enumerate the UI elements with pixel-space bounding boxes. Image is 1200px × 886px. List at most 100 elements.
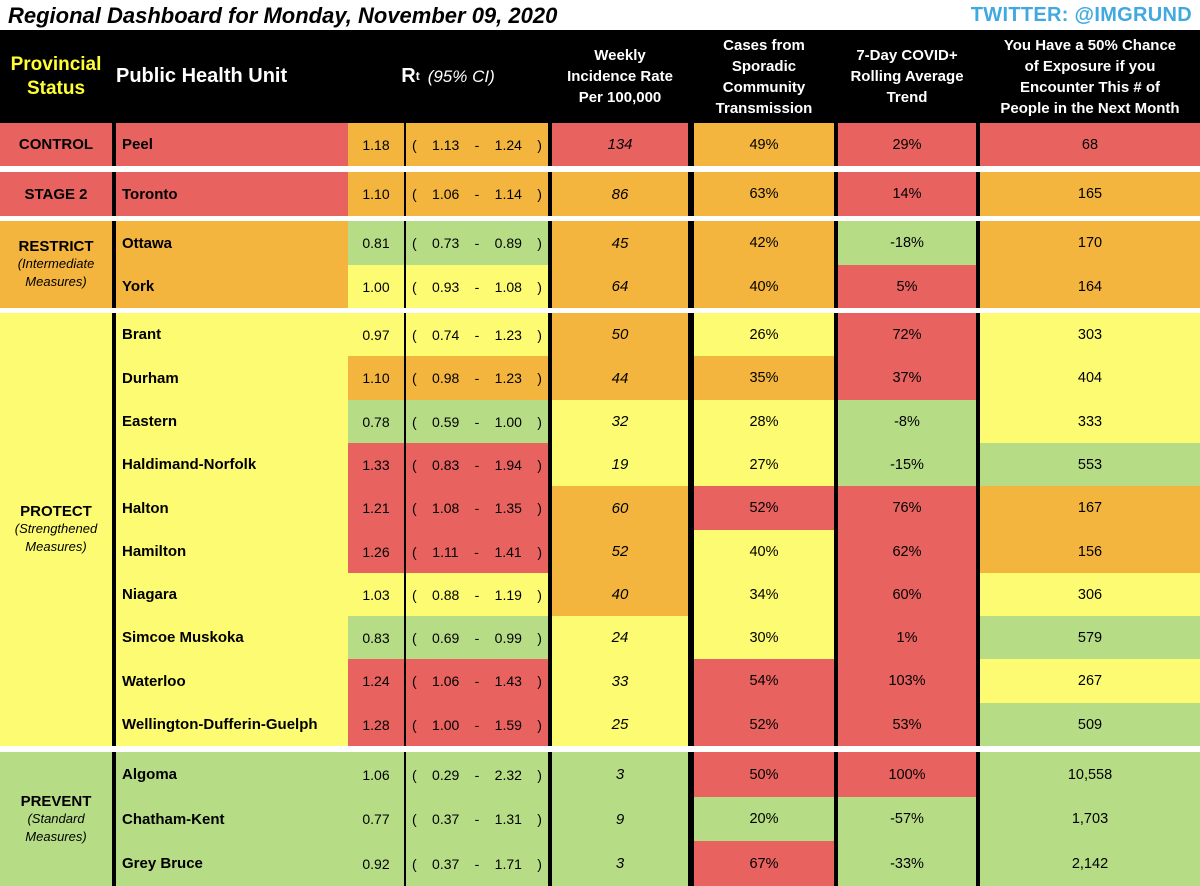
header-trend-line: Trend: [886, 89, 928, 106]
trend-cell: -8%: [838, 400, 976, 443]
ci-lower: 0.29: [432, 766, 460, 783]
ci-close-paren: ): [537, 629, 542, 646]
incidence-cell: 9: [552, 797, 688, 841]
exposure-value: 1,703: [1071, 811, 1109, 827]
ci-dash: -: [474, 855, 480, 872]
ci-upper: 1.23: [494, 326, 522, 343]
exposure-cell: 303: [980, 313, 1200, 356]
exposure-value: 164: [1077, 278, 1103, 295]
incidence-cell: 40: [552, 573, 688, 616]
ci-lower: 0.73: [432, 235, 460, 251]
incidence-cell: 33: [552, 659, 688, 703]
ci-lower: 0.88: [432, 586, 460, 603]
phu-name: Durham: [122, 369, 179, 387]
exposure-value: 2,142: [1071, 855, 1109, 872]
phu-name-cell: Waterloo: [116, 659, 348, 703]
sporadic-value: 49%: [749, 136, 779, 153]
incidence-value: 60: [611, 499, 629, 517]
sporadic-value: 40%: [749, 278, 779, 295]
exposure-cell: 68: [980, 123, 1200, 166]
sporadic-cell: 54%: [694, 659, 834, 703]
ci-dash: -: [474, 456, 480, 473]
trend-value: 60%: [892, 586, 922, 603]
sporadic-value: 40%: [749, 543, 779, 560]
header-sporadic-line: Cases from: [723, 36, 805, 54]
trend-value: -33%: [890, 855, 924, 872]
ci-close-paren: ): [537, 716, 542, 733]
ci-close-paren: ): [537, 370, 542, 386]
ci-lower: 1.06: [432, 186, 460, 202]
incidence-value: 86: [611, 185, 629, 203]
exposure-cell: 579: [980, 616, 1200, 659]
rt-value-cell: 0.81: [348, 221, 404, 265]
trend-value: -8%: [894, 413, 920, 430]
incidence-cell: 3: [552, 841, 688, 886]
sporadic-cell: 34%: [694, 573, 834, 616]
rt-value: 1.21: [362, 500, 390, 516]
rt-value-cell: 1.10: [348, 172, 404, 216]
trend-value: -57%: [890, 811, 924, 827]
ci-upper: 1.94: [494, 456, 522, 473]
incidence-cell: 50: [552, 313, 688, 356]
ci-open-paren: (: [412, 543, 417, 560]
rt-value: 1.24: [362, 673, 390, 689]
ci-open-paren: (: [412, 326, 417, 343]
exposure-value: 579: [1077, 629, 1103, 646]
ci-open-paren: (: [412, 855, 417, 872]
ci-upper: 1.08: [494, 278, 522, 295]
ci-upper: 0.89: [494, 235, 522, 251]
ci-lower: 0.83: [432, 456, 460, 473]
sporadic-value: 35%: [749, 370, 779, 386]
ci-lower: 1.08: [432, 500, 460, 516]
trend-value: -18%: [890, 235, 924, 251]
ci-lower: 0.74: [432, 326, 460, 343]
twitter-handle[interactable]: TWITTER: @IMGRUND: [970, 4, 1192, 26]
status-subtitle: (Intermediate Measures): [17, 256, 95, 289]
phu-name: Algoma: [122, 766, 178, 783]
ci-open-paren: (: [412, 370, 417, 386]
rt-value: 0.78: [362, 413, 390, 430]
header-rt-sub: t: [415, 69, 420, 83]
ci-dash: -: [474, 278, 480, 295]
sporadic-cell: 28%: [694, 400, 834, 443]
sporadic-value: 42%: [749, 235, 779, 251]
ci-upper: 1.00: [494, 413, 522, 430]
rt-value: 0.77: [362, 811, 390, 827]
sporadic-cell: 67%: [694, 841, 834, 886]
ci-lower: 0.98: [432, 370, 460, 386]
exposure-cell: 164: [980, 265, 1200, 308]
ci-open-paren: (: [412, 186, 417, 202]
header-weekly-incidence: Weekly Incidence Rate Per 100,000: [552, 30, 688, 123]
exposure-value: 68: [1081, 136, 1099, 153]
exposure-cell: 1,703: [980, 797, 1200, 841]
exposure-value: 165: [1077, 186, 1103, 202]
header-sporadic-transmission: Cases from Sporadic Community Transmission: [694, 30, 834, 123]
sporadic-value: 30%: [749, 629, 779, 646]
header-exposure-line: of Exposure if you: [1024, 57, 1156, 75]
rt-value-cell: 1.03: [348, 573, 404, 616]
ci-upper: 1.59: [494, 716, 522, 733]
sporadic-value: 52%: [749, 500, 779, 516]
ci-dash: -: [474, 413, 480, 430]
ci-close-paren: ): [537, 543, 542, 560]
trend-value: 62%: [892, 543, 922, 560]
ci-upper: 1.31: [494, 811, 522, 827]
rt-ci-cell: (0.83-1.94): [406, 443, 548, 486]
rt-value: 1.26: [362, 543, 390, 560]
rt-ci-cell: (1.00-1.59): [406, 703, 548, 746]
rt-value: 0.81: [362, 235, 390, 251]
incidence-cell: 45: [552, 221, 688, 265]
sporadic-value: 54%: [749, 673, 779, 689]
rt-value-cell: 1.24: [348, 659, 404, 703]
phu-name: Toronto: [122, 185, 178, 203]
header-sporadic-line: Community: [722, 78, 806, 96]
ci-close-paren: ): [537, 235, 542, 251]
rt-value: 1.06: [362, 766, 390, 783]
phu-name-cell: Eastern: [116, 400, 348, 443]
incidence-cell: 64: [552, 265, 688, 308]
trend-value: 100%: [888, 766, 926, 783]
ci-upper: 1.71: [494, 855, 522, 872]
rt-value: 1.03: [362, 586, 390, 603]
ci-dash: -: [474, 136, 480, 153]
